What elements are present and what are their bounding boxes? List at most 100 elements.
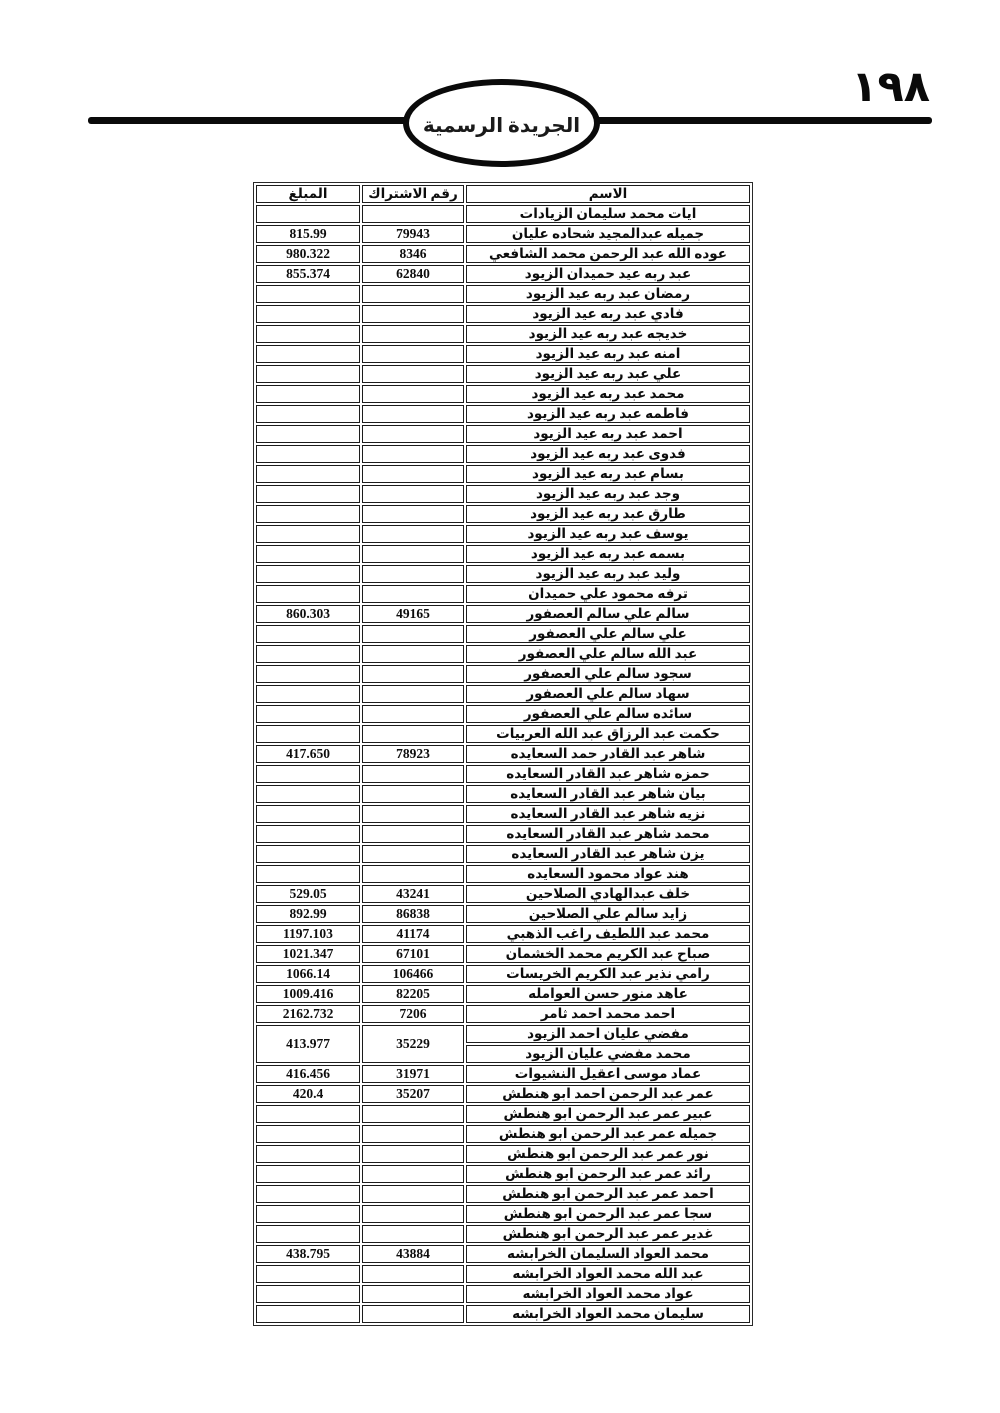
name-cell: احمد محمد احمد ثامر xyxy=(466,1005,750,1023)
name-cell: رائد عمر عبد الرحمن ابو هنطش xyxy=(466,1165,750,1183)
table-row: حكمت عبد الرزاق عبد الله العربيات xyxy=(256,725,750,743)
subscriptions-table: الاسم رقم الاشتراك المبلغ ايات محمد سليم… xyxy=(253,182,753,1326)
subscription-number-cell xyxy=(362,485,464,503)
name-cell: احمد عمر عبد الرحمن ابو هنطش xyxy=(466,1185,750,1203)
name-cell: يوسف عبد ربه عيد الزيود xyxy=(466,525,750,543)
amount-cell xyxy=(256,825,360,843)
column-header-subscription: رقم الاشتراك xyxy=(362,185,464,203)
name-cell: وليد عبد ربه عيد الزيود xyxy=(466,565,750,583)
subscription-number-cell: 43241 xyxy=(362,885,464,903)
amount-cell xyxy=(256,565,360,583)
amount-cell xyxy=(256,1165,360,1183)
amount-cell xyxy=(256,645,360,663)
table-row: رائد عمر عبد الرحمن ابو هنطش xyxy=(256,1165,750,1183)
table-row: محمد مفضي عليان الزيود xyxy=(256,1045,750,1063)
subscription-number-cell xyxy=(362,1125,464,1143)
amount-cell xyxy=(256,665,360,683)
name-cell: عاهد منور حسن العوامله xyxy=(466,985,750,1003)
gazette-banner-oval: الجريدة الرسمية xyxy=(403,79,600,167)
table-row: احمد محمد احمد ثامر 7206 2162.732 xyxy=(256,1005,750,1023)
table-row: فاطمه عبد ربه عيد الزيود xyxy=(256,405,750,423)
table-row: امنه عبد ربه عيد الزيود xyxy=(256,345,750,363)
name-cell: محمد عبد ربه عيد الزيود xyxy=(466,385,750,403)
table-row: وجد عبد ربه عيد الزيود xyxy=(256,485,750,503)
table-row: عبد الله سالم علي العصفور xyxy=(256,645,750,663)
name-cell: طارق عبد ربه عيد الزيود xyxy=(466,505,750,523)
table-row: ايات محمد سليمان الزيادات xyxy=(256,205,750,223)
subscription-number-cell xyxy=(362,685,464,703)
amount-cell xyxy=(256,405,360,423)
name-cell: علي سالم علي العصفور xyxy=(466,625,750,643)
name-cell: حمزه شاهر عبد القادر السعايده xyxy=(466,765,750,783)
amount-cell xyxy=(256,1265,360,1283)
subscription-number-cell xyxy=(362,1165,464,1183)
subscription-number-cell: 8346 xyxy=(362,245,464,263)
subscription-number-cell xyxy=(362,785,464,803)
table-row: سائده سالم علي العصفور xyxy=(256,705,750,723)
amount-cell: 1066.14 xyxy=(256,965,360,983)
table-row: نزيه شاهر عبد القادر السعايده xyxy=(256,805,750,823)
amount-cell xyxy=(256,365,360,383)
table-row: فدوى عبد ربه عيد الزيود xyxy=(256,445,750,463)
name-cell: احمد عبد ربه عيد الزيود xyxy=(466,425,750,443)
table-row: رمضان عبد ربه عيد الزيود xyxy=(256,285,750,303)
subscription-number-cell xyxy=(362,585,464,603)
amount-cell xyxy=(256,445,360,463)
name-cell: خلف عبدالهادي الصلاحين xyxy=(466,885,750,903)
subscription-number-cell xyxy=(362,1105,464,1123)
name-cell: فاطمه عبد ربه عيد الزيود xyxy=(466,405,750,423)
subscription-number-cell xyxy=(362,1205,464,1223)
table-row: بيان شاهر عبد القادر السعايده xyxy=(256,785,750,803)
table-row: عاهد منور حسن العوامله 82205 1009.416 xyxy=(256,985,750,1003)
amount-cell xyxy=(256,805,360,823)
table-row: محمد عبد ربه عيد الزيود xyxy=(256,385,750,403)
table-row: علي عبد ربه عيد الزيود xyxy=(256,365,750,383)
name-cell: يزن شاهر عبد القادر السعايده xyxy=(466,845,750,863)
name-cell: عبد الله سالم علي العصفور xyxy=(466,645,750,663)
subscription-number-cell: 7206 xyxy=(362,1005,464,1023)
table-row: سليمان محمد العواد الخرابشه xyxy=(256,1305,750,1323)
subscription-number-cell: 78923 xyxy=(362,745,464,763)
amount-cell xyxy=(256,625,360,643)
table-row: زايد سالم علي الصلاحين 86838 892.99 xyxy=(256,905,750,923)
name-cell: سائده سالم علي العصفور xyxy=(466,705,750,723)
amount-cell: 416.456 xyxy=(256,1065,360,1083)
subscription-number-cell xyxy=(362,405,464,423)
name-cell: رامي نذير عبد الكريم الخريسات xyxy=(466,965,750,983)
table-row: جميله عمر عبد الرحمن ابو هنطش xyxy=(256,1125,750,1143)
amount-cell xyxy=(256,1305,360,1323)
amount-cell xyxy=(256,465,360,483)
table-row: سالم علي سالم العصفور 49165 860.303 xyxy=(256,605,750,623)
name-cell: عواد محمد العواد الخرابشه xyxy=(466,1285,750,1303)
name-cell: بسمه عبد ربه عيد الزيود xyxy=(466,545,750,563)
amount-cell: 855.374 xyxy=(256,265,360,283)
table-row: جميله عبدالمجيد شحاده عليان 79943 815.99 xyxy=(256,225,750,243)
subscription-number-cell xyxy=(362,565,464,583)
table-row: بسام عبد ربه عيد الزيود xyxy=(256,465,750,483)
amount-cell: 2162.732 xyxy=(256,1005,360,1023)
table-row: عمر عبد الرحمن احمد ابو هنطش 35207 420.4 xyxy=(256,1085,750,1103)
amount-cell xyxy=(256,485,360,503)
subscription-number-cell xyxy=(362,325,464,343)
amount-cell: 438.795 xyxy=(256,1245,360,1263)
amount-cell xyxy=(256,765,360,783)
name-cell: سليمان محمد العواد الخرابشه xyxy=(466,1305,750,1323)
name-cell: عبد الله محمد العواد الخرابشه xyxy=(466,1265,750,1283)
amount-cell xyxy=(256,1205,360,1223)
amount-cell xyxy=(256,425,360,443)
amount-cell xyxy=(256,705,360,723)
table-row: صباح عبد الكريم محمد الخشمان 67101 1021.34… xyxy=(256,945,750,963)
name-cell: سجا عمر عبد الرحمن ابو هنطش xyxy=(466,1205,750,1223)
name-cell: ترفه محمود علي حميدان xyxy=(466,585,750,603)
table-row: شاهر عبد القادر حمد السعايده 78923 417.650 xyxy=(256,745,750,763)
name-cell: فدوى عبد ربه عيد الزيود xyxy=(466,445,750,463)
subscription-number-cell xyxy=(362,1265,464,1283)
name-cell: علي عبد ربه عيد الزيود xyxy=(466,365,750,383)
subscription-number-cell: 49165 xyxy=(362,605,464,623)
name-cell: زايد سالم علي الصلاحين xyxy=(466,905,750,923)
table-row: سهاد سالم علي العصفور xyxy=(256,685,750,703)
amount-cell xyxy=(256,525,360,543)
name-cell: خديجه عبد ربه عيد الزيود xyxy=(466,325,750,343)
amount-cell: 1021.347 xyxy=(256,945,360,963)
